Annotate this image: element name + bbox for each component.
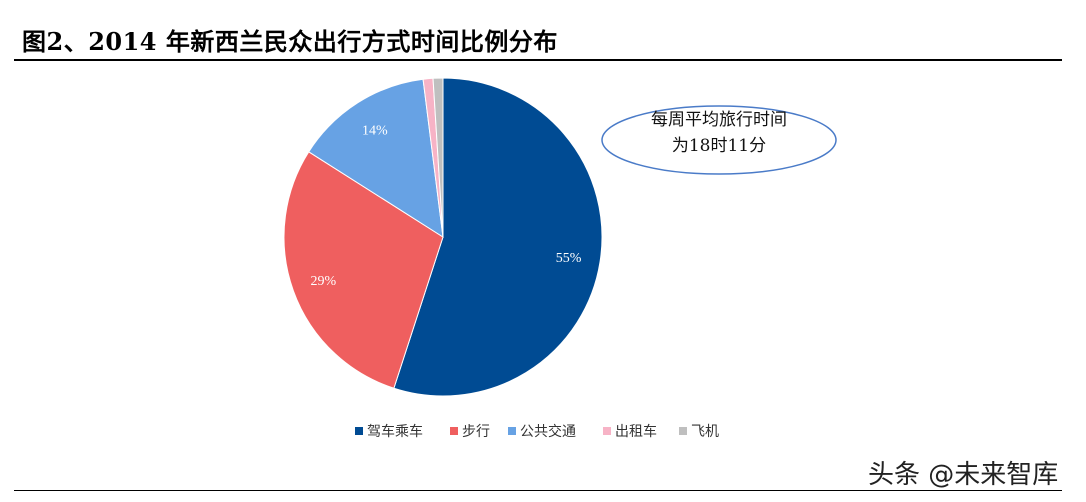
legend-label-drive: 驾车乘车 — [367, 423, 423, 440]
pie-slice-walk — [283, 151, 444, 389]
legend-label-taxi: 出租车 — [615, 423, 657, 440]
footer-divider — [14, 490, 1062, 491]
annotation-bubble: 每周平均旅行时间 为18时11分 — [601, 105, 837, 175]
pie-slice-flight — [432, 77, 444, 238]
data-label-walk: 29% — [310, 274, 336, 289]
legend-label-transit: 公共交通 — [520, 423, 576, 440]
pie-slice-drive — [393, 77, 603, 397]
annotation-line-1: 每周平均旅行时间 — [651, 110, 787, 130]
legend-swatch-drive — [355, 427, 363, 435]
annotation-line-2: 为18时11分 — [672, 136, 766, 156]
pie-slice-transit — [308, 78, 444, 238]
annotation-ellipse — [601, 105, 837, 175]
legend-swatch-transit — [508, 427, 516, 435]
legend-swatch-flight — [679, 427, 687, 435]
pie-slices — [283, 77, 603, 397]
legend-label-flight: 飞机 — [691, 424, 719, 440]
watermark: 头条 @未来智库 — [868, 460, 1059, 490]
legend: 驾车乘车 步行 公共交通 出租车 飞机 — [355, 423, 719, 440]
title-divider — [14, 59, 1062, 61]
data-label-drive: 55% — [556, 251, 582, 266]
data-label-transit: 14% — [362, 124, 388, 139]
page-title: 图2、2014 年新西兰民众出行方式时间比例分布 — [22, 27, 558, 56]
legend-swatch-walk — [450, 427, 458, 435]
slice-labels: 55% 29% 14% — [310, 124, 581, 290]
legend-label-walk: 步行 — [462, 424, 490, 440]
legend-swatch-taxi — [603, 427, 611, 435]
